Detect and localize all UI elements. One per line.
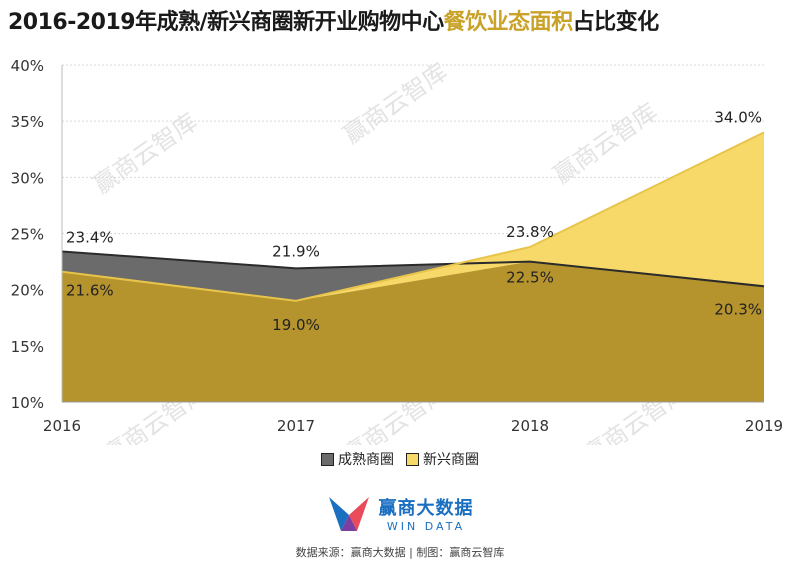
- y-tick-label: 25%: [11, 226, 44, 244]
- legend-swatch-mature: [321, 452, 334, 466]
- watermark-2: 赢商云智库: [548, 98, 662, 190]
- data-label-mature: 20.3%: [714, 300, 762, 318]
- windata-logo-icon: [328, 497, 369, 531]
- source-note: 数据来源：赢商大数据 | 制图：赢商云智库: [295, 546, 505, 559]
- area-overlap: [62, 261, 764, 402]
- data-label-emerging: 21.6%: [66, 282, 114, 300]
- line-mature: [61, 250, 765, 288]
- watermark-1: 赢商云智库: [338, 58, 452, 150]
- legend: 成熟商圈 新兴商圈: [0, 449, 800, 469]
- x-tick-label: 2017: [277, 417, 315, 435]
- y-tick-label: 10%: [11, 394, 44, 412]
- y-tick-label: 35%: [11, 113, 44, 131]
- x-tick-label: 2016: [43, 417, 81, 435]
- y-tick-label: 20%: [11, 282, 44, 300]
- title-suffix: 占比变化: [572, 10, 660, 35]
- chart-areas: [61, 131, 765, 402]
- data-label-mature: 22.5%: [506, 269, 554, 287]
- watermark-0: 赢商云智库: [88, 108, 202, 200]
- line-emerging: [61, 131, 765, 302]
- title-highlight: 餐饮业态面积: [443, 10, 574, 35]
- y-tick-label: 15%: [11, 338, 44, 356]
- chart-title: 2016-2019年成熟/新兴商圈新开业购物中心餐饮业态面积占比变化: [8, 4, 659, 36]
- brand-sub: WIN DATA: [386, 519, 466, 533]
- brand-logo: 赢商大数据 WIN DATA: [0, 493, 800, 533]
- data-label-emerging: 23.8%: [506, 223, 554, 241]
- data-label-mature: 23.4%: [66, 228, 114, 246]
- y-tick-label: 30%: [11, 169, 44, 187]
- x-tick-label: 2019: [745, 417, 783, 435]
- legend-swatch-emerging: [406, 452, 419, 466]
- data-labels: 23.4% 21.9% 22.5% 20.3% 21.6% 19.0% 23.8% 34.0%: [66, 108, 762, 334]
- data-label-emerging: 19.0%: [272, 316, 320, 334]
- legend-label-mature: 成熟商圈: [338, 452, 394, 468]
- data-label-mature: 21.9%: [272, 242, 320, 260]
- brand-name: 赢商大数据: [378, 497, 474, 519]
- legend-item-emerging: 新兴商圈: [406, 449, 479, 469]
- axes: 10% 15% 20% 25% 30% 35% 40% 2016 2017 2018 2019: [11, 57, 783, 435]
- legend-label-emerging: 新兴商圈: [423, 452, 479, 468]
- x-tick-label: 2018: [511, 417, 549, 435]
- title-prefix: 2016-2019年成熟/新兴商圈新开业购物中心: [8, 10, 444, 35]
- legend-item-mature: 成熟商圈: [321, 449, 394, 469]
- data-label-emerging: 34.0%: [714, 108, 762, 126]
- y-tick-label: 40%: [11, 57, 44, 75]
